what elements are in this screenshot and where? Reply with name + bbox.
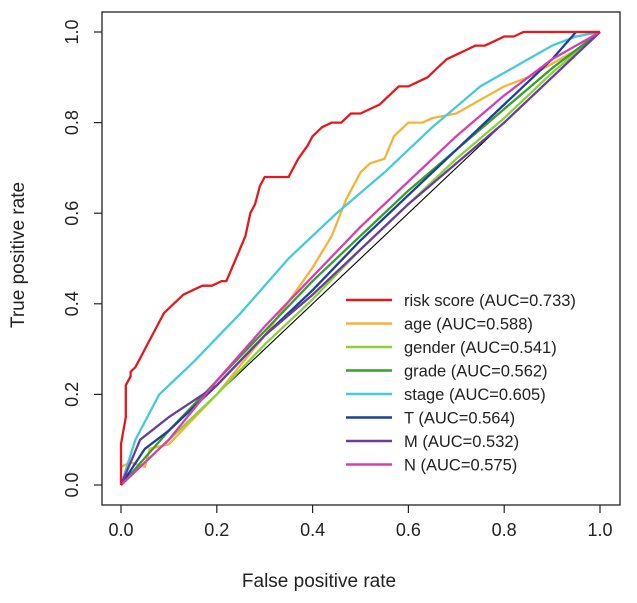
series-line-n	[120, 30, 601, 486]
legend-label-m: M (AUC=0.532)	[404, 433, 519, 451]
y-tick-label: 0.6	[62, 201, 82, 226]
legend-label-risk-score: risk score (AUC=0.733)	[404, 292, 576, 310]
y-tick-label: 0.0	[62, 472, 82, 497]
legend-label-t: T (AUC=0.564)	[404, 410, 515, 428]
x-tick-label: 0.8	[492, 520, 517, 540]
x-tick-label: 1.0	[587, 520, 612, 540]
legend-label-n: N (AUC=0.575)	[404, 457, 517, 475]
x-axis-label: False positive rate	[242, 571, 396, 592]
legend: risk score (AUC=0.733) age (AUC=0.588) gen…	[346, 292, 576, 475]
series-line-risk-score	[119, 30, 600, 485]
x-tick-label: 0.2	[204, 520, 229, 540]
legend-label-age: age (AUC=0.588)	[404, 316, 533, 334]
legend-label-grade: grade (AUC=0.562)	[404, 363, 548, 381]
legend-label-gender: gender (AUC=0.541)	[404, 339, 557, 357]
series-line-grade	[120, 31, 601, 486]
legend-label-stage: stage (AUC=0.605)	[404, 386, 546, 404]
series-line-age	[120, 31, 601, 469]
x-tick-label: 0.0	[108, 520, 133, 540]
y-tick-label: 1.0	[62, 19, 82, 44]
y-tick-label: 0.8	[62, 110, 82, 135]
series-line-m	[119, 31, 601, 486]
plot-frame	[101, 11, 621, 506]
y-axis-label: True positive rate	[8, 182, 29, 328]
y-tick-label: 0.2	[62, 382, 82, 407]
x-tick-label: 0.4	[300, 520, 325, 540]
series-line-stage	[119, 30, 601, 486]
series-group	[119, 30, 601, 486]
y-tick-label: 0.4	[62, 291, 82, 316]
x-tick-label: 0.6	[396, 520, 421, 540]
